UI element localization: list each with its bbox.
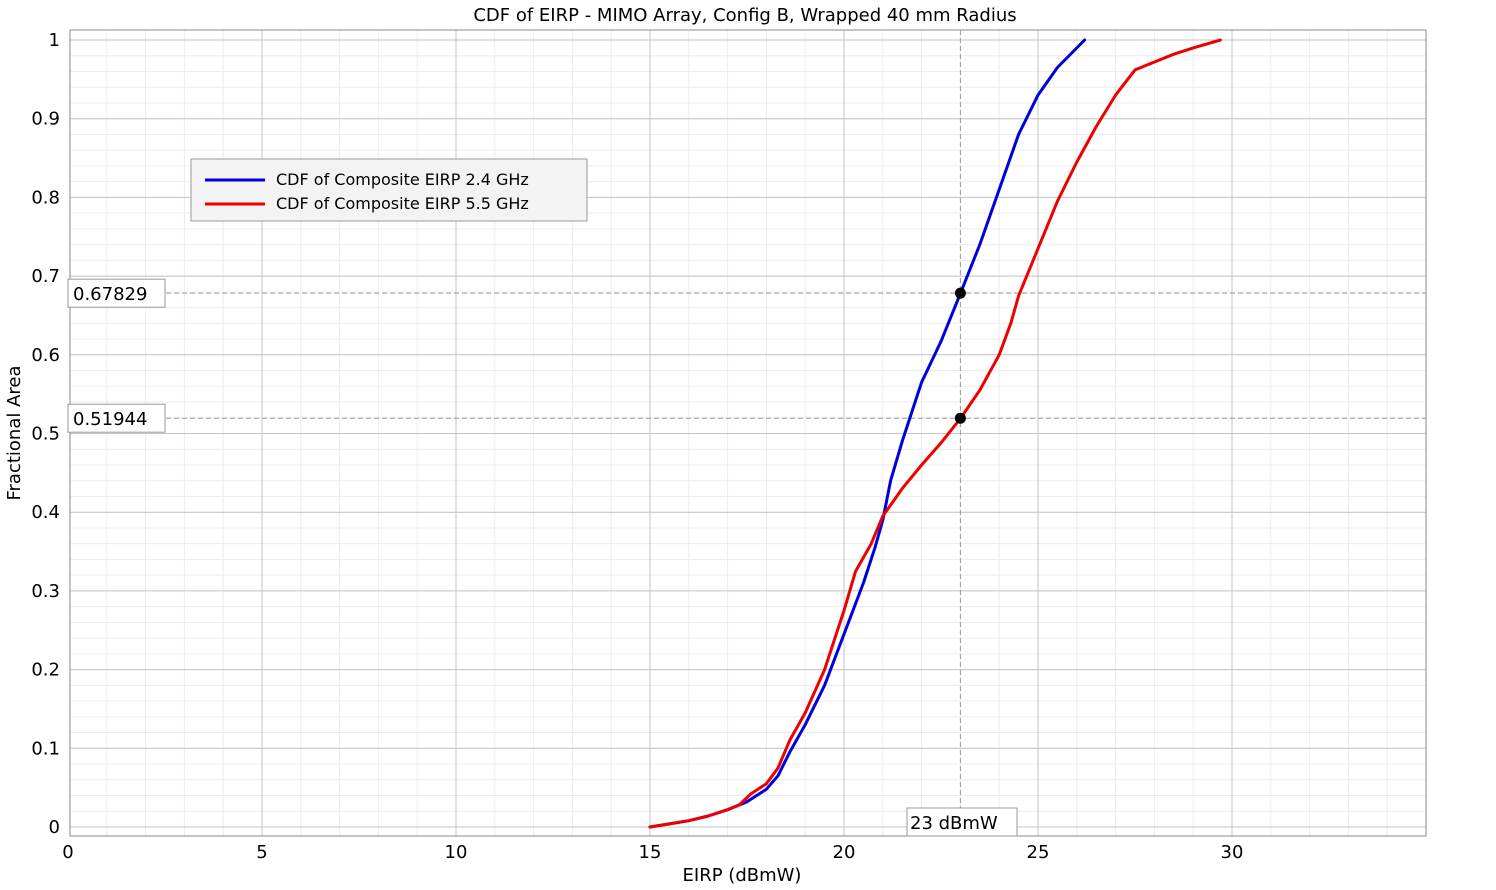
y-marker-label-box (67, 278, 166, 308)
legend-label: CDF of Composite EIRP 2.4 GHz (276, 170, 529, 189)
x-tick-label: 10 (445, 842, 468, 863)
x-tick-label: 25 (1027, 842, 1050, 863)
plot-frame (69, 29, 1427, 837)
legend-label: CDF of Composite EIRP 5.5 GHz (276, 194, 529, 213)
y-tick-label: 0.8 (31, 187, 60, 208)
legend-box (190, 158, 588, 222)
x-tick-label: 0 (62, 842, 73, 863)
y-tick-label: 0.5 (31, 424, 60, 445)
y-marker-label: 0.51944 (73, 409, 147, 430)
chart-title: CDF of EIRP - MIMO Array, Config B, Wrap… (473, 5, 1016, 26)
x-tick-label: 30 (1221, 842, 1244, 863)
y-tick-label: 0.4 (31, 502, 60, 523)
y-axis-label: Fractional Area (4, 365, 25, 500)
x-tick-label: 15 (639, 842, 662, 863)
y-tick-label: 1 (49, 30, 60, 51)
marker-point (954, 287, 966, 299)
x-tick-label: 5 (256, 842, 267, 863)
series-line (648, 38, 1222, 829)
y-tick-label: 0.3 (31, 581, 60, 602)
y-marker-label: 0.67829 (73, 284, 147, 305)
y-tick-label: 0.9 (31, 109, 60, 130)
y-tick-label: 0.2 (31, 660, 60, 681)
x-marker-label: 23 dBmW (910, 813, 998, 834)
x-axis-label: EIRP (dBmW) (683, 865, 802, 886)
y-tick-label: 0.1 (31, 738, 60, 759)
x-tick-label: 20 (833, 842, 856, 863)
y-marker-label-box (67, 403, 166, 433)
y-tick-label: 0.6 (31, 345, 60, 366)
y-tick-label: 0 (49, 817, 60, 838)
y-tick-label: 0.7 (31, 266, 60, 287)
legend: CDF of Composite EIRP 2.4 GHz CDF of Comp… (190, 158, 588, 222)
marker-point (954, 412, 966, 424)
x-marker-label-box (906, 807, 1018, 837)
